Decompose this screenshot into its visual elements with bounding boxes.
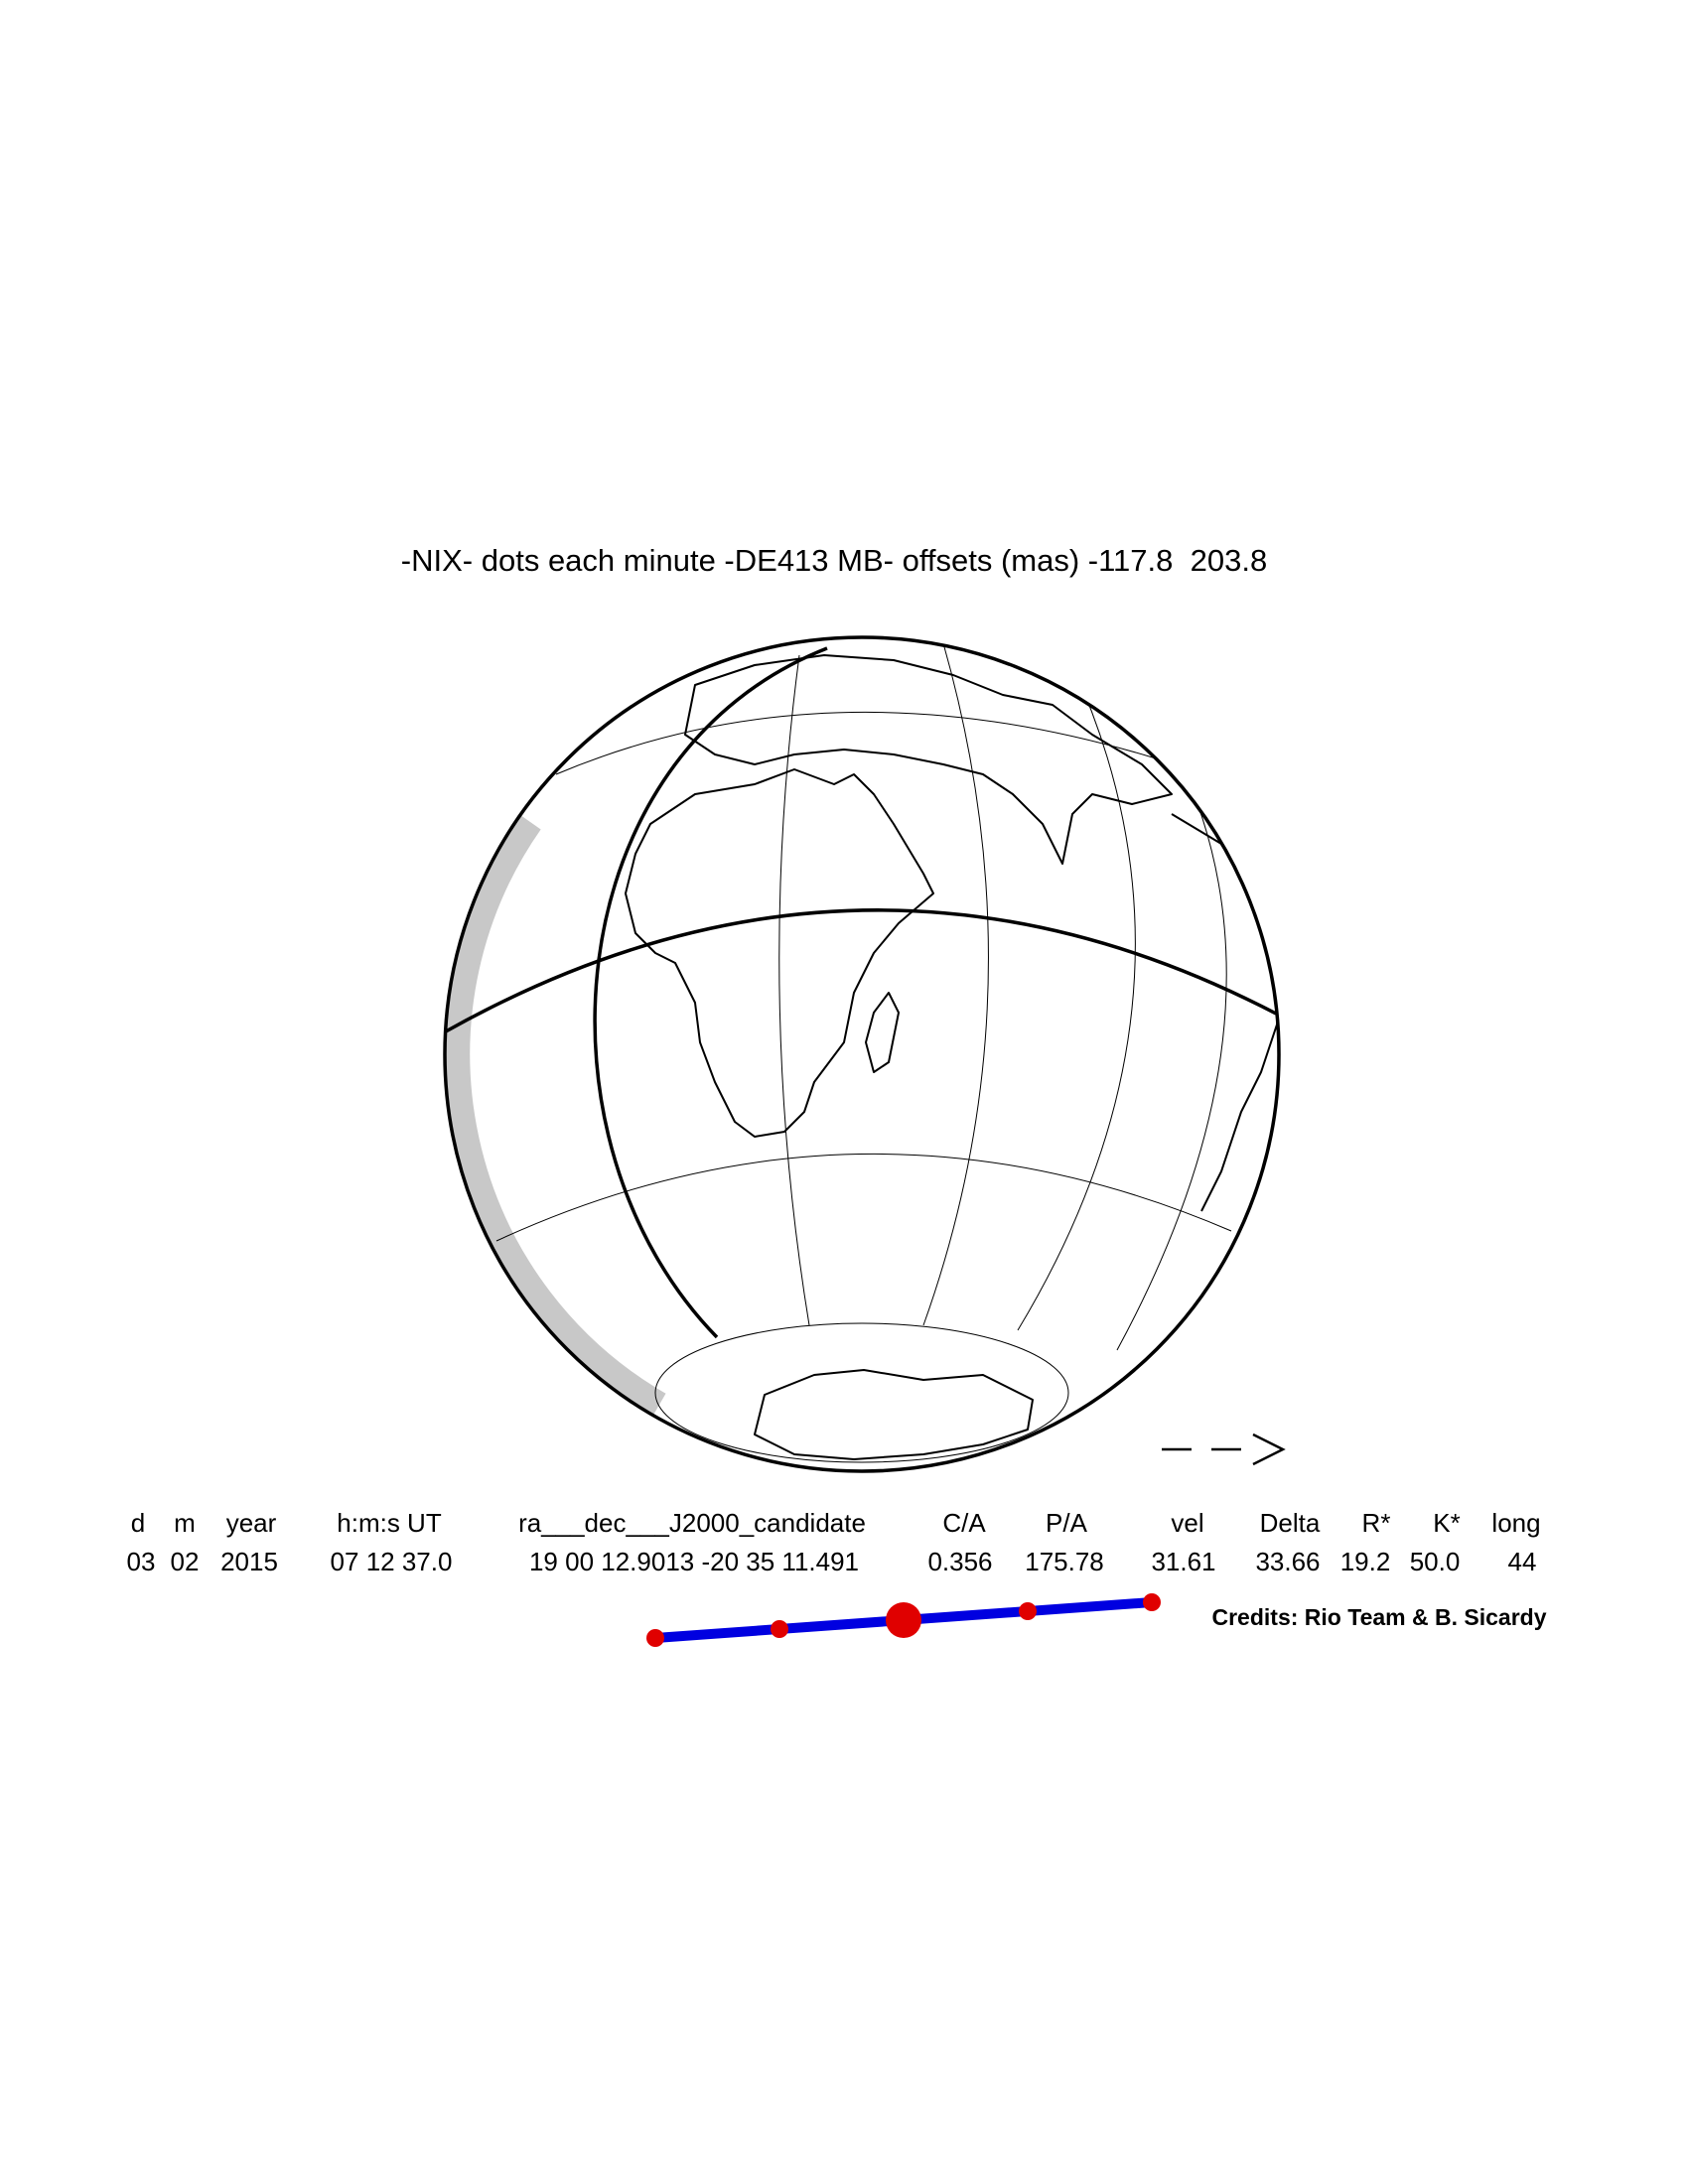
column-value: 2015	[220, 1547, 278, 1576]
column-value: 44	[1508, 1547, 1537, 1576]
column-header: Delta	[1260, 1508, 1321, 1538]
graticule	[778, 654, 810, 1326]
column-value: 03	[127, 1547, 156, 1576]
coastline	[684, 654, 1173, 865]
graticule	[495, 1153, 1232, 1242]
column-value: 0.356	[927, 1547, 992, 1576]
equator-line	[445, 908, 1277, 1033]
column-header: K*	[1433, 1508, 1460, 1538]
graticule	[654, 1322, 1069, 1463]
column-header: long	[1491, 1508, 1540, 1538]
column-header: m	[174, 1508, 196, 1538]
meridian-line	[593, 646, 828, 1339]
column-header: h:m:s UT	[337, 1508, 442, 1538]
column-header: year	[226, 1508, 277, 1538]
chord-path	[646, 1593, 1161, 1647]
column-value: 19 00 12.9013 -20 35 11.491	[529, 1547, 859, 1576]
globe	[443, 635, 1281, 1473]
column-header: P/A	[1046, 1508, 1088, 1538]
column-value: 19.2	[1340, 1547, 1391, 1576]
column-header: R*	[1362, 1508, 1391, 1538]
coastline	[625, 768, 934, 1138]
column-value: 07 12 37.0	[331, 1547, 453, 1576]
credits: Credits: Rio Team & B. Sicardy	[1212, 1604, 1547, 1630]
coastline	[754, 1369, 1034, 1460]
map-title: -NIX- dots each minute -DE413 MB- offset…	[401, 543, 1267, 578]
column-header: C/A	[942, 1508, 986, 1538]
graticule	[1017, 664, 1136, 1331]
column-header: vel	[1171, 1508, 1203, 1538]
graticule	[922, 642, 989, 1326]
direction-arrow	[1162, 1433, 1286, 1466]
data-table: d m year h:m:s UT ra___dec___J2000_candidate…	[127, 1508, 1541, 1576]
shadow-band	[445, 814, 666, 1417]
column-header: ra___dec___J2000_candidate	[518, 1508, 866, 1538]
column-value: 33.66	[1255, 1547, 1320, 1576]
column-value: 175.78	[1025, 1547, 1104, 1576]
graticule	[555, 711, 1232, 785]
column-value: 31.61	[1151, 1547, 1215, 1576]
column-value: 50.0	[1410, 1547, 1461, 1576]
column-value: 02	[171, 1547, 200, 1576]
column-header: d	[131, 1508, 145, 1538]
coastline	[865, 992, 900, 1073]
